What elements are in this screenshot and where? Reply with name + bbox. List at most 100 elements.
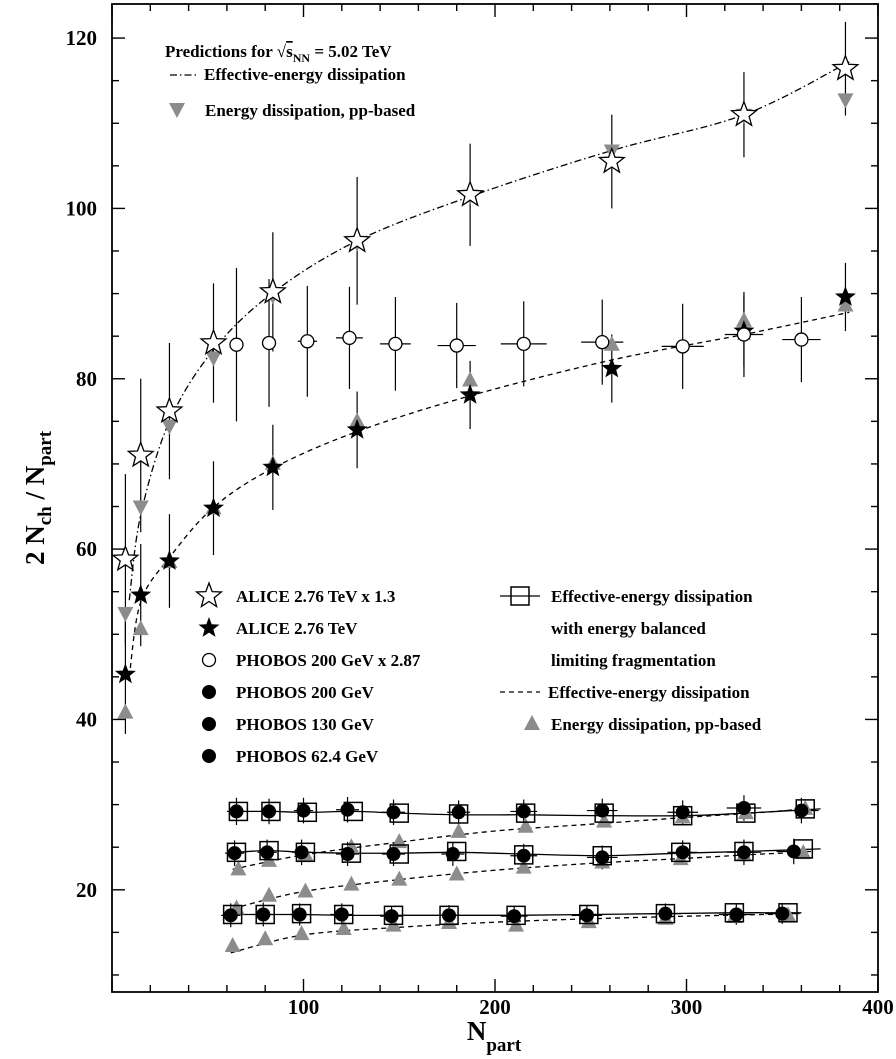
legend-label: limiting fragmentation xyxy=(551,651,716,670)
point-triangle-up-gray xyxy=(261,886,278,902)
y-tick-label: 20 xyxy=(76,878,97,902)
point-filled-circle xyxy=(386,805,401,820)
x-tick-label: 300 xyxy=(671,995,703,1019)
point-filled-circle xyxy=(516,848,531,863)
point-triangle-up-gray xyxy=(117,703,134,719)
point-open-star xyxy=(455,179,485,207)
legend-label: ALICE 2.76 TeV x 1.3 xyxy=(236,587,395,606)
point-triangle-down-gray xyxy=(837,93,854,109)
curves-layer xyxy=(128,61,850,954)
point-filled-circle xyxy=(294,845,309,860)
legend-label: PHOBOS 200 GeV xyxy=(236,683,375,702)
point-filled-circle xyxy=(442,908,457,923)
errorbar-layer xyxy=(124,21,847,928)
point-open-square xyxy=(343,801,364,822)
point-filled-circle xyxy=(736,801,751,816)
point-open-square xyxy=(594,803,614,823)
point-filled-circle xyxy=(227,846,242,861)
legend-label: with energy balanced xyxy=(551,619,706,638)
point-triangle-up-gray xyxy=(230,860,247,876)
point-open-star xyxy=(343,225,372,253)
point-triangle-up-gray xyxy=(257,930,274,946)
point-open-square xyxy=(389,844,409,864)
y-tick-label: 80 xyxy=(76,367,97,391)
legend-label: Effective-energy dissipation xyxy=(548,683,750,702)
point-open-circle xyxy=(261,335,277,351)
point-open-square xyxy=(672,805,693,826)
point-filled-circle xyxy=(451,805,466,820)
point-triangle-up-gray xyxy=(448,865,465,881)
point-open-square xyxy=(592,845,612,866)
point-filled-circle xyxy=(595,803,610,818)
point-filled-circle xyxy=(516,804,531,819)
point-open-square xyxy=(736,803,756,823)
point-filled-circle xyxy=(334,907,349,922)
point-open-square xyxy=(255,904,275,925)
point-open-star xyxy=(831,53,860,81)
y-tick-label: 100 xyxy=(66,196,98,220)
point-filled-circle xyxy=(675,805,690,820)
point-open-square xyxy=(655,903,676,924)
y-tick-label: 40 xyxy=(76,707,97,731)
point-open-star xyxy=(199,328,228,356)
point-open-square xyxy=(261,801,281,822)
point-open-circle xyxy=(736,327,752,342)
point-filled-circle xyxy=(386,847,401,862)
point-filled-star xyxy=(835,286,856,306)
prediction-annotation: Predictions for √sNN = 5.02 TeV xyxy=(165,42,392,65)
legend-top-label: Energy dissipation, pp-based xyxy=(205,101,416,120)
point-triangle-down-gray xyxy=(161,419,178,435)
point-open-square xyxy=(671,842,691,863)
point-open-square xyxy=(795,799,815,819)
point-open-circle xyxy=(229,337,244,352)
point-filled-circle xyxy=(262,804,277,819)
y-axis-title: 2 Nch / Npart xyxy=(20,430,56,565)
point-open-square xyxy=(793,839,814,859)
x-tick-label: 400 xyxy=(862,995,894,1019)
point-triangle-up-gray xyxy=(391,833,408,849)
point-open-square xyxy=(446,841,467,862)
point-open-square xyxy=(579,904,599,925)
point-filled-circle xyxy=(579,908,594,923)
point-triangle-up-gray xyxy=(132,620,149,636)
point-open-star xyxy=(126,440,155,468)
y-axis-title-part-1: 2 N xyxy=(20,525,50,565)
point-filled-circle xyxy=(794,803,809,818)
legend-swatch-open-circle xyxy=(201,652,217,668)
point-filled-star xyxy=(203,497,224,518)
point-triangle-down-gray xyxy=(205,351,222,367)
point-filled-circle xyxy=(507,909,522,924)
point-triangle-up-gray xyxy=(515,858,532,874)
point-open-square xyxy=(291,903,312,924)
point-triangle-up-gray xyxy=(603,335,620,351)
legend-label: PHOBOS 200 GeV x 2.87 xyxy=(236,651,421,670)
point-triangle-up-gray xyxy=(517,817,534,833)
point-open-square xyxy=(439,905,459,926)
point-filled-star xyxy=(159,550,180,570)
legend-swatch-filled-circle xyxy=(202,717,216,731)
point-filled-circle xyxy=(292,907,307,922)
annotation-s: s xyxy=(286,42,293,61)
point-open-square xyxy=(724,903,745,923)
point-open-square xyxy=(506,905,526,926)
annotation-sub: NN xyxy=(293,51,311,65)
point-open-square xyxy=(448,804,469,824)
y-axis-title-part-2: / N xyxy=(20,465,50,506)
x-tick-label: 100 xyxy=(288,995,320,1019)
point-filled-circle xyxy=(595,850,610,865)
point-open-circle xyxy=(300,334,315,349)
point-filled-circle xyxy=(260,845,275,860)
point-open-star xyxy=(729,99,759,127)
x-axis-title-main: N xyxy=(467,1016,487,1046)
point-filled-circle xyxy=(775,906,790,921)
point-triangle-down-gray xyxy=(132,500,149,516)
point-filled-star xyxy=(262,456,284,477)
point-triangle-up-gray xyxy=(462,371,479,387)
point-open-circle xyxy=(516,336,531,351)
point-filled-circle xyxy=(736,845,751,860)
legend-swatch-filled-circle xyxy=(202,749,216,763)
legend-label: ALICE 2.76 TeV xyxy=(236,619,358,638)
point-open-square xyxy=(513,845,534,865)
point-open-square xyxy=(734,841,754,862)
